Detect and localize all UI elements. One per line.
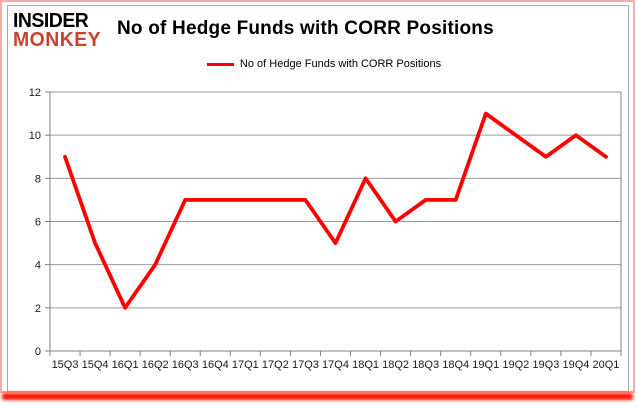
svg-text:19Q4: 19Q4 <box>562 359 589 371</box>
svg-text:19Q2: 19Q2 <box>502 359 529 371</box>
svg-text:16Q2: 16Q2 <box>142 359 169 371</box>
svg-text:17Q4: 17Q4 <box>322 359 349 371</box>
svg-text:15Q4: 15Q4 <box>82 359 109 371</box>
svg-text:19Q1: 19Q1 <box>472 359 499 371</box>
svg-text:8: 8 <box>35 173 41 185</box>
svg-text:18Q4: 18Q4 <box>442 359 469 371</box>
svg-text:18Q3: 18Q3 <box>412 359 439 371</box>
svg-text:17Q2: 17Q2 <box>262 359 289 371</box>
svg-text:0: 0 <box>35 346 41 358</box>
svg-text:17Q3: 17Q3 <box>292 359 319 371</box>
svg-text:2: 2 <box>35 303 41 315</box>
chart-title: No of Hedge Funds with CORR Positions <box>117 18 494 39</box>
chart-legend: No of Hedge Funds with CORR Positions <box>20 58 628 70</box>
svg-text:18Q2: 18Q2 <box>382 359 409 371</box>
red-shadow-bar <box>2 393 633 400</box>
legend-line-marker <box>206 62 234 66</box>
svg-text:19Q3: 19Q3 <box>532 359 559 371</box>
logo-text-monkey: MONKEY <box>13 29 102 51</box>
logo-text-insider: INSIDER <box>13 10 89 32</box>
svg-text:10: 10 <box>29 130 41 142</box>
svg-text:16Q3: 16Q3 <box>172 359 199 371</box>
svg-text:6: 6 <box>35 217 41 229</box>
svg-text:16Q4: 16Q4 <box>202 359 229 371</box>
insider-monkey-logo: INSIDER MONKEY <box>13 10 102 51</box>
svg-text:15Q3: 15Q3 <box>52 359 79 371</box>
chart-frame: INSIDER MONKEY No of Hedge Funds with CO… <box>7 5 629 392</box>
svg-text:4: 4 <box>35 260 41 272</box>
svg-text:18Q1: 18Q1 <box>352 359 379 371</box>
svg-text:12: 12 <box>29 87 41 99</box>
svg-text:16Q1: 16Q1 <box>112 359 139 371</box>
legend-label: No of Hedge Funds with CORR Positions <box>239 58 442 70</box>
chart-card: INSIDER MONKEY No of Hedge Funds with CO… <box>0 0 635 393</box>
svg-text:17Q1: 17Q1 <box>232 359 259 371</box>
svg-text:20Q1: 20Q1 <box>593 359 620 371</box>
